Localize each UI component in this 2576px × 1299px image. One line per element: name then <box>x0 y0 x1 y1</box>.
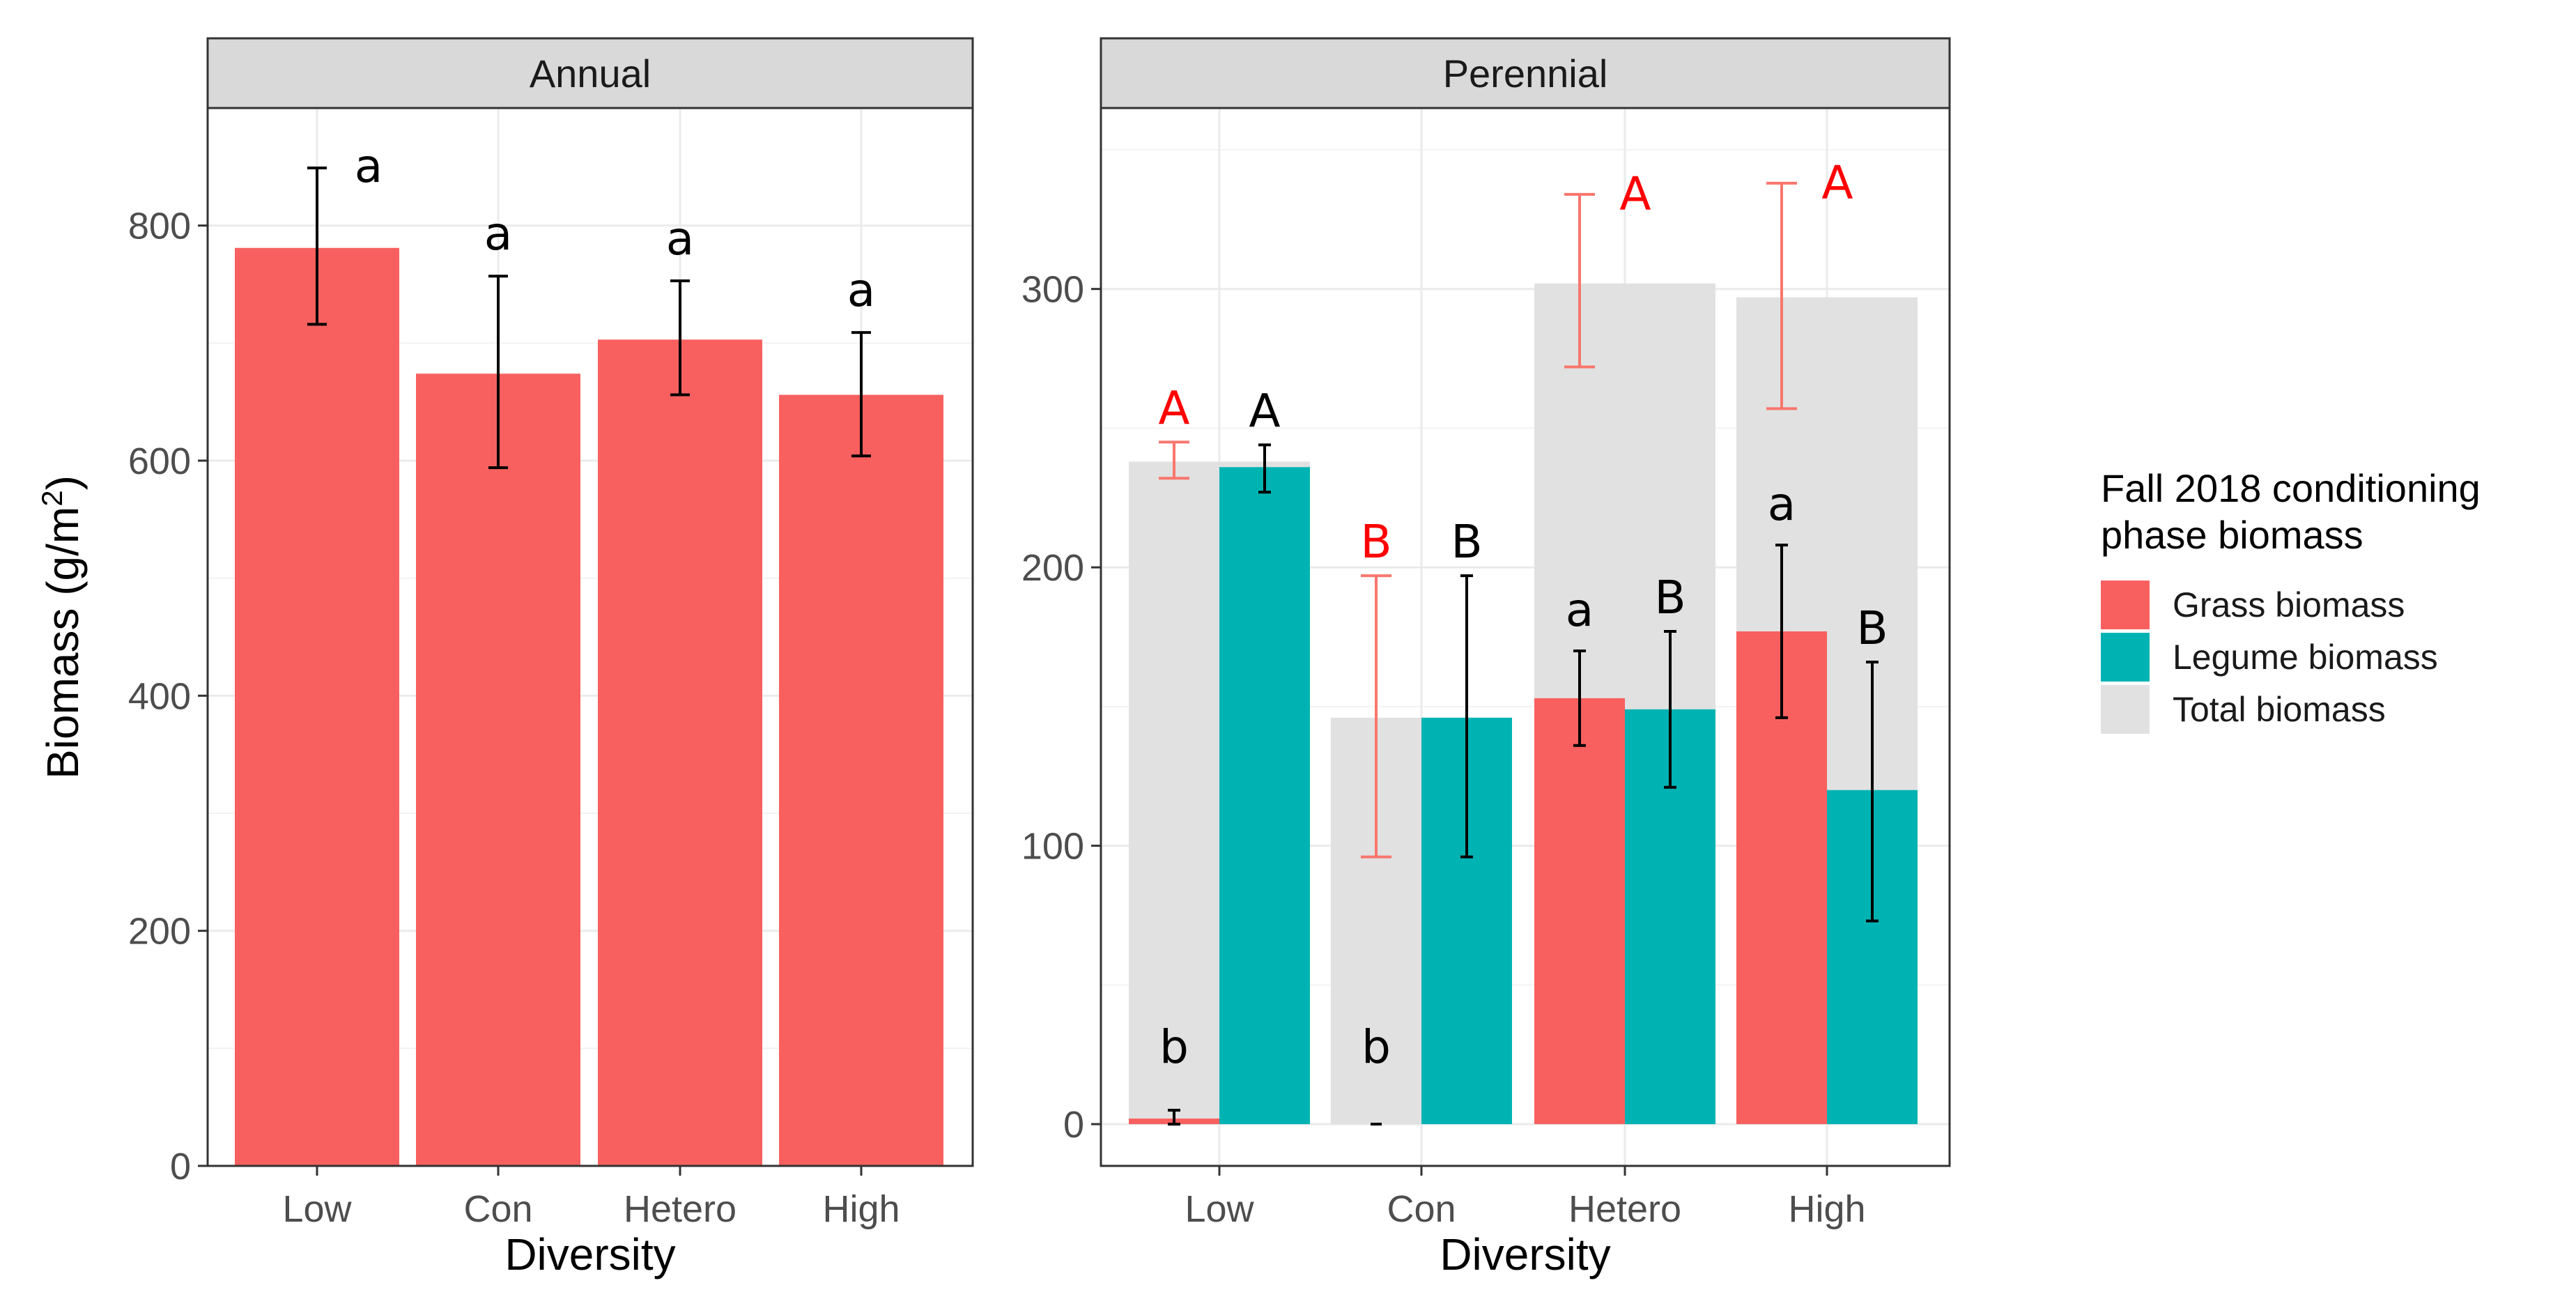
perennial-grass-bar-hetero <box>1534 698 1625 1125</box>
annual-bar-con <box>416 374 580 1166</box>
annual-y-tick-label-400: 400 <box>128 675 191 717</box>
perennial-legume-letter-low: A <box>1249 384 1280 438</box>
perennial-strip-label: Perennial <box>1443 52 1608 95</box>
perennial-grass-letter-hetero: a <box>1566 583 1594 637</box>
annual-y-tick-label-800: 800 <box>128 206 191 247</box>
annual-y-tick-label-600: 600 <box>128 440 191 482</box>
perennial-y-tick-label-0: 0 <box>1063 1104 1084 1146</box>
legend-label-total-biomass: Total biomass <box>2173 690 2386 729</box>
perennial-panel-border <box>1100 107 1951 1167</box>
annual-x-tick-label-low: Low <box>282 1188 352 1230</box>
annual-bar-low <box>235 247 399 1166</box>
annual-x-axis: Low Con Hetero High <box>282 1166 900 1230</box>
perennial-grass-letter-low: b <box>1159 1020 1189 1074</box>
annual-strip-label: Annual <box>530 52 651 95</box>
perennial-y-tick-label-100: 100 <box>1021 826 1084 868</box>
legend-swatch-total-biomass <box>2101 685 2150 734</box>
legend-swatch-legume-biomass <box>2101 633 2150 682</box>
annual-y-axis: 0 200 400 600 800 <box>128 206 208 1187</box>
annual-bar-high <box>779 394 943 1167</box>
annual-letter-hetero: a <box>666 212 694 266</box>
perennial-x-tick-label-low: Low <box>1185 1188 1254 1230</box>
perennial-significance-letters: Ab A Bb B Aa B Aa B <box>1158 156 1888 1074</box>
annual-strip <box>206 37 974 109</box>
annual-y-tick-label-0: 0 <box>170 1146 191 1187</box>
annual-letter-con: a <box>484 207 512 261</box>
annual-x-tick-label-con: Con <box>463 1188 532 1230</box>
annual-bars <box>235 247 943 1167</box>
legend-items: Grass biomass Legume biomass Total biomass <box>2101 581 2438 734</box>
legend-title-line2: phase biomass <box>2101 513 2363 557</box>
annual-error-bars <box>307 167 871 470</box>
perennial-y-axis: 0 100 200 300 <box>1021 269 1101 1146</box>
perennial-legume-bar-low <box>1219 467 1310 1125</box>
legend-label-grass-biomass: Grass biomass <box>2173 585 2405 624</box>
perennial-total-letter-low: A <box>1158 381 1189 435</box>
annual-significance-letters: a a a a <box>355 139 875 317</box>
y-axis-title: Biomass (g/m2) <box>36 475 88 779</box>
annual-y-tick-label-200: 200 <box>128 911 191 953</box>
annual-panel-border <box>206 107 974 1167</box>
perennial-grass-letter-high: a <box>1768 477 1796 531</box>
perennial-x-axis-title: Diversity <box>1440 1229 1610 1279</box>
legend-swatch-grass-biomass <box>2101 581 2150 629</box>
legend-label-legume-biomass: Legume biomass <box>2173 638 2438 677</box>
perennial-total-letter-hetero: A <box>1619 167 1651 221</box>
perennial-strip <box>1100 37 1951 109</box>
annual-bar-hetero <box>598 339 762 1167</box>
perennial-grass-letter-con: b <box>1362 1020 1391 1074</box>
annual-letter-low: a <box>355 139 383 193</box>
perennial-x-tick-label-con: Con <box>1387 1188 1456 1230</box>
legend-title-line1: Fall 2018 conditioning <box>2101 466 2481 510</box>
perennial-x-axis: Low Con Hetero High <box>1185 1166 1866 1230</box>
perennial-legume-letter-con: B <box>1451 515 1482 569</box>
perennial-panel: Perennial Ab A Bb B Aa B Aa B 0 100 200 300 Low Con… <box>1021 37 1951 1279</box>
perennial-y-tick-label-200: 200 <box>1021 547 1084 589</box>
perennial-x-tick-label-high: High <box>1788 1188 1865 1230</box>
annual-x-tick-label-hetero: Hetero <box>624 1188 736 1230</box>
perennial-y-tick-label-300: 300 <box>1021 269 1084 311</box>
annual-x-tick-label-high: High <box>822 1188 900 1230</box>
annual-panel: Annual a a a a 0 200 400 600 800 Low Con Hetero Hi… <box>128 37 974 1279</box>
annual-letter-high: a <box>847 263 875 317</box>
perennial-total-letter-con: B <box>1360 515 1391 569</box>
perennial-legume-letter-high: B <box>1856 601 1888 655</box>
perennial-x-tick-label-hetero: Hetero <box>1568 1188 1681 1230</box>
perennial-error-bars <box>1159 181 1879 1126</box>
annual-x-axis-title: Diversity <box>504 1229 675 1279</box>
legend: Fall 2018 conditioning phase biomass Gra… <box>2101 466 2481 734</box>
perennial-legume-letter-hetero: B <box>1654 571 1686 624</box>
perennial-total-letter-high: A <box>1821 156 1853 210</box>
